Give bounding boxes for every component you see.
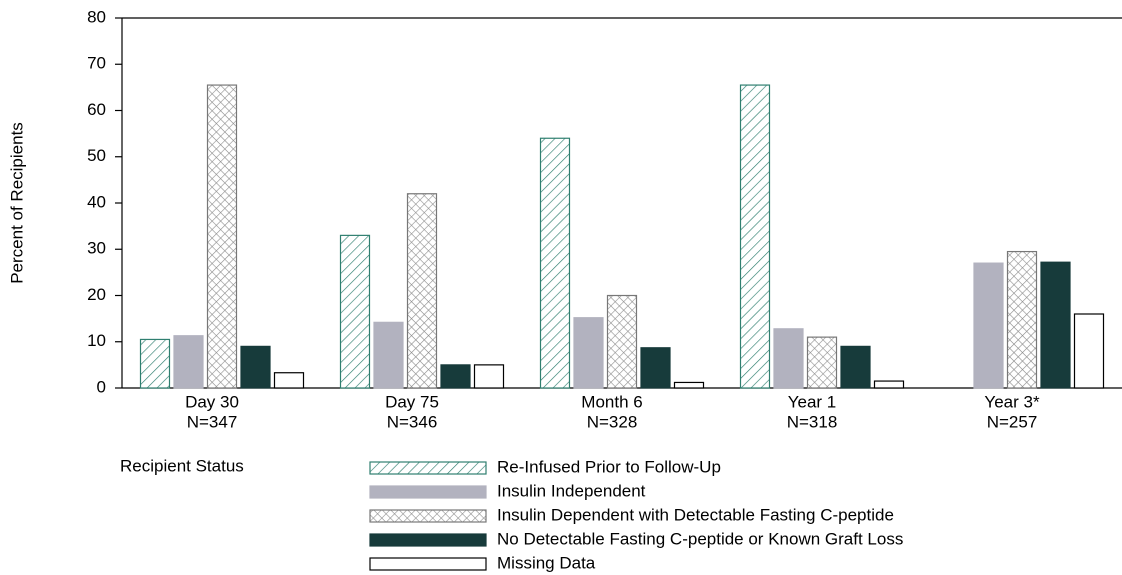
bar [440, 364, 471, 389]
bar [739, 84, 771, 389]
bar [773, 328, 804, 389]
bar [1073, 313, 1105, 389]
x-tick-label: N=328 [587, 412, 638, 431]
legend-swatch [369, 509, 487, 523]
bar [473, 364, 505, 389]
bar [1006, 250, 1038, 389]
y-tick-label: 60 [87, 100, 106, 119]
bar [373, 321, 404, 389]
legend-label: Re-Infused Prior to Follow-Up [497, 457, 721, 476]
y-tick-label: 0 [97, 377, 106, 396]
legend-label: Insulin Independent [497, 481, 646, 500]
y-tick-label: 70 [87, 54, 106, 73]
bar [273, 372, 305, 389]
bar [640, 347, 671, 389]
legend-label: No Detectable Fasting C-peptide or Known… [497, 529, 903, 548]
bar [806, 336, 838, 389]
legend-label: Missing Data [497, 553, 596, 572]
legend-title: Recipient Status [120, 456, 244, 475]
bar [240, 345, 271, 389]
legend-swatch [369, 533, 487, 547]
bar [873, 380, 905, 389]
x-tick-label: Day 30 [185, 392, 239, 411]
y-tick-label: 30 [87, 239, 106, 258]
bar [539, 137, 571, 389]
legend-label: Insulin Dependent with Detectable Fastin… [497, 505, 894, 524]
y-tick-label: 80 [87, 7, 106, 26]
x-tick-label: N=257 [987, 412, 1038, 431]
bar [973, 262, 1004, 389]
x-tick-label: Year 1 [788, 392, 837, 411]
bar [606, 294, 638, 389]
legend-swatch [369, 485, 487, 499]
x-tick-label: N=318 [787, 412, 838, 431]
legend-swatch [369, 461, 487, 475]
x-tick-label: N=346 [387, 412, 438, 431]
x-tick-label: Month 6 [581, 392, 642, 411]
x-tick-label: N=347 [187, 412, 238, 431]
bar [840, 345, 871, 389]
x-tick-label: Year 3* [984, 392, 1040, 411]
bar [173, 335, 204, 389]
bar [339, 234, 371, 389]
bar [206, 84, 238, 389]
y-tick-label: 20 [87, 285, 106, 304]
bar [139, 338, 171, 389]
bar [673, 381, 705, 389]
legend-swatch [369, 557, 487, 571]
y-tick-label: 10 [87, 331, 106, 350]
x-tick-label: Day 75 [385, 392, 439, 411]
bar [1040, 261, 1071, 389]
bar [573, 317, 604, 389]
y-tick-label: 40 [87, 192, 106, 211]
bar [406, 193, 438, 389]
y-tick-label: 50 [87, 146, 106, 165]
y-axis-label: Percent of Recipients [7, 122, 26, 284]
